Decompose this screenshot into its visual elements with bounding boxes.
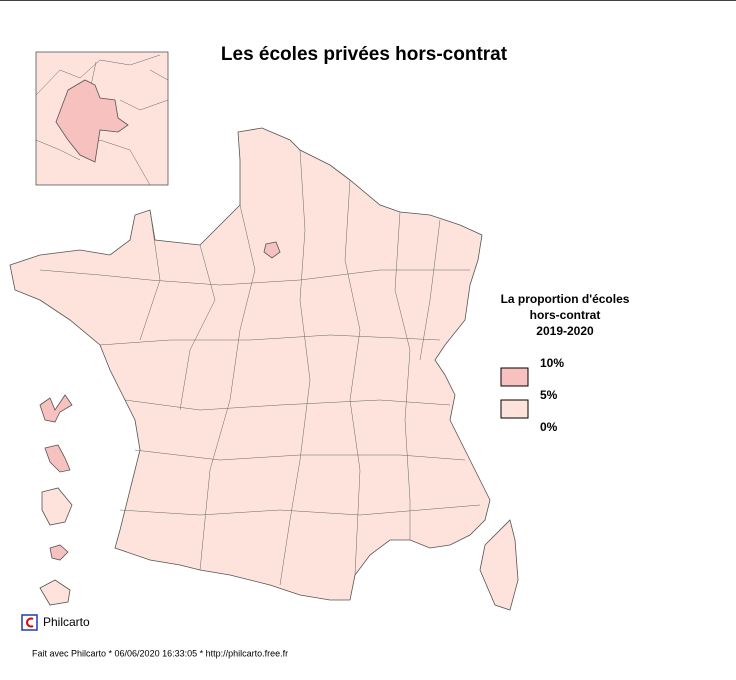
legend: La proportion d'écoles hors-contrat 2019… [500,292,630,434]
overseas-5 [39,579,71,606]
legend-swatch [500,367,529,387]
paris-inset [35,51,169,186]
logo: Philcarto [21,614,90,631]
corsica [479,519,519,611]
paris [55,79,129,163]
france [9,127,491,601]
map [9,127,519,611]
legend-title: 2019-2020 [536,324,594,338]
title: Les écoles privées hors-contrat [221,44,508,65]
legend-break: 0% [540,420,558,434]
legend-break: 10% [540,356,564,370]
department-borders [39,149,481,586]
inset-borders [35,54,169,186]
legend-swatch [500,399,529,419]
legend-title: La proportion d'écoles [501,292,630,306]
overseas-3 [41,487,73,526]
paris-main [263,241,281,259]
overseas-4 [49,544,69,561]
logo-text: Philcarto [43,615,90,629]
logo-mark [26,617,34,628]
logo-icon [21,614,38,631]
overseas-1 [39,394,73,423]
legend-break: 5% [540,388,558,402]
footer: Fait avec Philcarto * 06/06/2020 16:33:0… [32,648,288,658]
legend-title: hors-contrat [530,308,601,322]
overseas-2 [44,444,71,473]
